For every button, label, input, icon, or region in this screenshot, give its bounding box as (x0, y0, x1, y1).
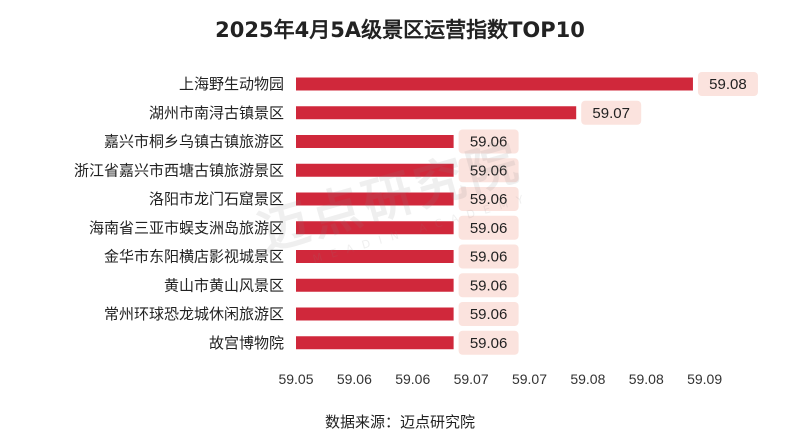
data-label: 59.07 (592, 105, 630, 122)
category-label: 海南省三亚市蜈支洲岛旅游区 (89, 219, 284, 237)
chart-title: 2025年4月5A级景区运营指数TOP10 (215, 18, 585, 42)
x-tick-label: 59.06 (395, 371, 430, 387)
data-label-background (458, 330, 519, 355)
bar (296, 77, 693, 91)
x-tick-label: 59.07 (512, 371, 547, 387)
bar (296, 221, 454, 235)
data-label-background (458, 273, 519, 298)
bars-layer (296, 77, 693, 350)
data-label-background (458, 158, 519, 183)
bar (296, 278, 454, 292)
data-label: 59.06 (470, 249, 508, 266)
x-tick-label: 59.08 (629, 371, 664, 387)
x-tick-label: 59.05 (278, 371, 313, 387)
data-label-background (458, 244, 519, 269)
data-label-background (458, 187, 519, 211)
data-label-background (697, 72, 758, 96)
bar (296, 336, 454, 350)
category-label: 湖州市南浔古镇景区 (149, 104, 284, 122)
bar (296, 307, 454, 321)
x-tick-label: 59.07 (454, 371, 489, 387)
bar (296, 192, 454, 206)
category-label: 常州环球恐龙城休闲旅游区 (104, 305, 284, 323)
data-label: 59.06 (470, 162, 508, 179)
labels-layer: 上海野生动物园 59.08 湖州市南浔古镇景区 59.07 嘉兴市桐乡乌镇古镇旅游区 59… (74, 72, 758, 355)
source-note: 数据来源：迈点研究院 (324, 413, 475, 431)
x-tick-label: 59.08 (570, 371, 605, 387)
category-label: 黄山市黄山风景区 (164, 276, 284, 294)
data-label-background (458, 215, 519, 240)
bar (296, 106, 577, 120)
category-label: 上海野生动物园 (179, 75, 284, 93)
x-axis-ticks: 59.05 59.06 59.06 59.07 59.07 59.08 59.08 59.09 (278, 371, 722, 387)
data-label: 59.06 (470, 277, 508, 294)
category-label: 故宫博物院 (209, 334, 284, 352)
data-label: 59.06 (470, 191, 508, 208)
category-label: 金华市东阳横店影视城景区 (104, 248, 284, 266)
data-label: 59.06 (470, 306, 508, 323)
x-tick-label: 59.06 (337, 371, 372, 387)
category-label: 洛阳市龙门石窟景区 (149, 190, 284, 208)
data-label: 59.06 (470, 335, 508, 352)
data-label: 59.08 (709, 76, 747, 93)
data-label: 59.06 (470, 220, 508, 237)
category-label: 浙江省嘉兴市西塘古镇旅游景区 (74, 161, 284, 179)
bar (296, 135, 454, 148)
category-label: 嘉兴市桐乡乌镇古镇旅游区 (104, 133, 284, 151)
data-label-background (581, 100, 642, 125)
data-label-background (458, 129, 519, 154)
bar (296, 163, 454, 177)
x-tick-label: 59.09 (687, 371, 722, 387)
data-label: 59.06 (470, 134, 508, 151)
bar (296, 250, 454, 263)
data-label-background (458, 302, 519, 326)
